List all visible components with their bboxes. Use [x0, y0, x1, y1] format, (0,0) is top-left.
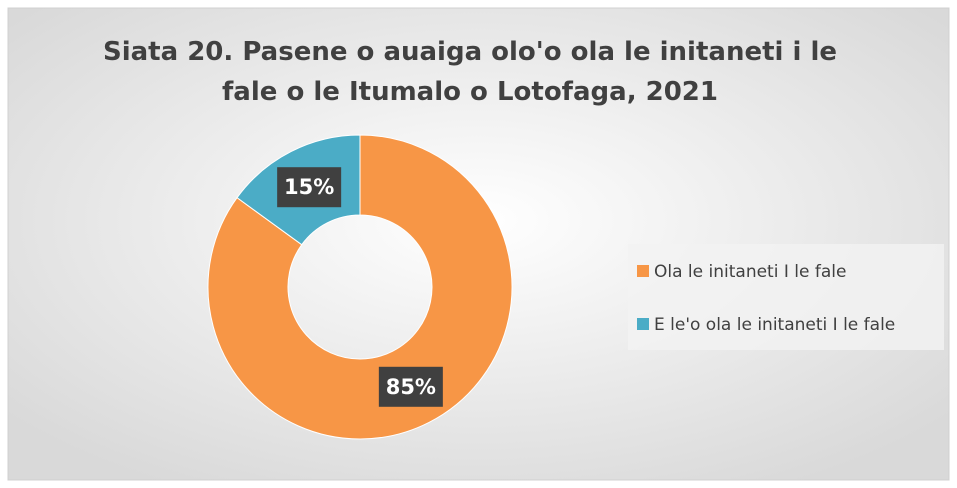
legend-swatch — [637, 318, 649, 330]
chart-title: Siata 20. Pasene o auaiga olo'o ola le i… — [103, 37, 837, 107]
legend-label: E le'o ola le initaneti I le fale — [654, 315, 895, 335]
data-label: 15% — [284, 175, 334, 199]
legend-label: Ola le initaneti I le fale — [654, 262, 846, 282]
donut-slice — [207, 134, 513, 440]
legend-swatch — [637, 265, 649, 277]
legend-box — [628, 244, 944, 350]
data-label: 85% — [386, 375, 436, 399]
data-label-box — [378, 366, 443, 407]
data-label-box — [277, 167, 342, 208]
